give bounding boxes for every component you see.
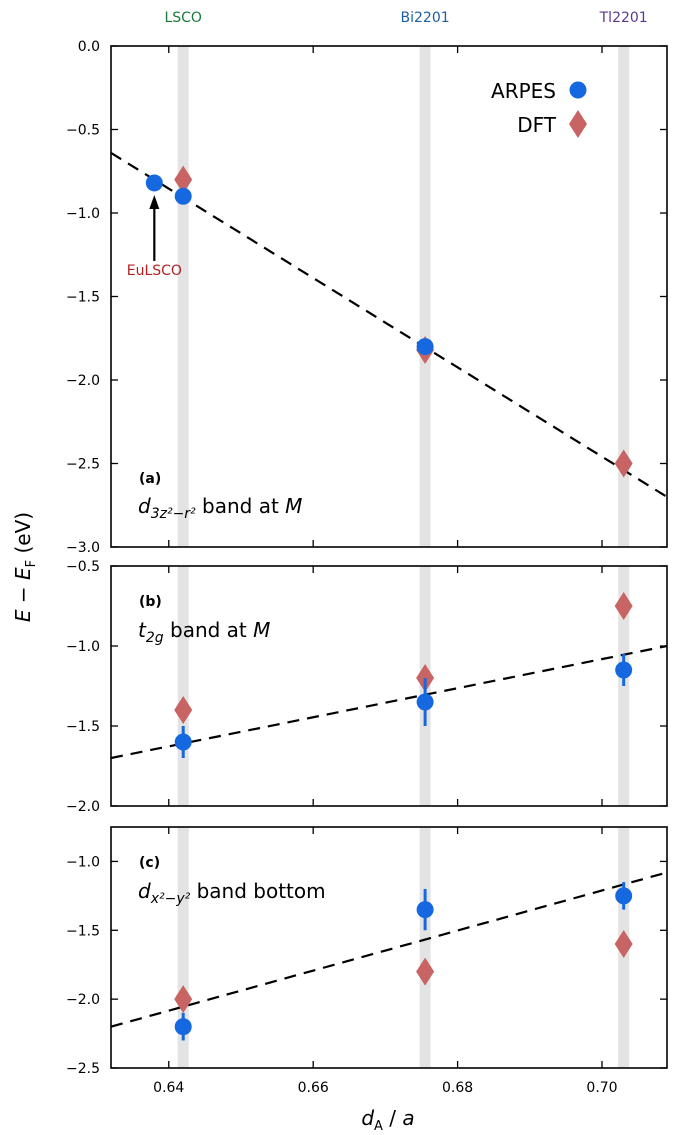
y-tick-label: −1.0	[66, 206, 100, 222]
arpes-point	[174, 733, 192, 751]
arpes-point	[615, 661, 633, 679]
panel-title: d3z²−r² band at M	[138, 494, 302, 522]
y-tick-label: −0.5	[66, 559, 100, 575]
x-tick-label: 0.68	[442, 1080, 473, 1096]
legend-label: ARPES	[491, 79, 556, 103]
panel-label: (c)	[139, 855, 160, 871]
y-tick-label: −1.5	[66, 290, 100, 306]
material-band	[177, 46, 189, 547]
y-tick-label: −2.0	[66, 373, 100, 389]
compound-label: Bi2201	[401, 10, 450, 26]
y-tick-label: −2.5	[66, 457, 100, 473]
compound-label: Tl2201	[599, 10, 648, 26]
material-band	[177, 566, 189, 806]
arpes-point	[145, 174, 163, 192]
y-tick-label: −2.0	[66, 992, 100, 1008]
arpes-point	[174, 1018, 192, 1036]
y-tick-label: −0.5	[66, 123, 100, 139]
panel-plot-area	[111, 827, 667, 1068]
arpes-point	[416, 338, 434, 356]
annotation-arrowhead	[149, 194, 160, 209]
panel-title: dx²−y² band bottom	[138, 879, 326, 907]
panel-label: (b)	[139, 594, 162, 610]
dft-point	[614, 930, 633, 959]
panel-plot-area	[111, 46, 667, 547]
panel-label: (a)	[139, 471, 161, 487]
fit-line	[111, 151, 667, 498]
dft-point	[174, 696, 193, 724]
y-tick-label: −1.0	[66, 854, 100, 870]
compound-label: LSCO	[164, 10, 201, 26]
fit-line	[111, 871, 667, 1028]
y-tick-label: −1.5	[66, 719, 100, 735]
material-band	[419, 46, 431, 547]
material-band	[618, 46, 630, 547]
panel-plot-area	[111, 566, 667, 806]
panel-a: 0.0 −0.5 −1.0 −1.5 −2.0 −2.5 −3.0 (a) d3z²−r² ba…	[66, 39, 668, 556]
plots-group: 0.0 −0.5 −1.0 −1.5 −2.0 −2.5 −3.0 (a) d3z²−r² ba…	[66, 10, 668, 1096]
y-tick-label: −2.0	[66, 799, 100, 815]
arpes-point	[615, 887, 633, 905]
annotation-text: EuLSCO	[127, 263, 182, 279]
dft-point	[614, 449, 633, 478]
panel-title: t2g band at M	[138, 618, 270, 646]
legend-label: DFT	[517, 113, 557, 137]
y-axis-label: E − EF (eV)	[11, 512, 39, 622]
fit-line	[111, 644, 667, 760]
y-tick-label: −1.5	[66, 923, 100, 939]
y-tick-label: −3.0	[66, 540, 100, 556]
x-axis-label: dA / a	[361, 1106, 414, 1131]
x-tick-label: 0.66	[298, 1080, 329, 1096]
dft-point	[174, 165, 193, 194]
arpes-point	[416, 901, 434, 919]
panel-frame	[110, 565, 668, 807]
dft-point	[614, 592, 633, 620]
material-band	[419, 827, 431, 1068]
dft-point	[416, 957, 435, 986]
legend-marker-dft	[569, 110, 587, 138]
y-tick-label: −1.0	[66, 639, 100, 655]
legend-marker-arpes	[569, 81, 587, 99]
dft-point	[174, 985, 193, 1014]
y-tick-label: 0.0	[78, 39, 100, 55]
x-tick-label: 0.70	[586, 1080, 617, 1096]
x-tick-label: 0.64	[153, 1080, 184, 1096]
arpes-point	[174, 187, 192, 205]
panel-frame	[110, 826, 668, 1069]
material-band	[177, 827, 189, 1068]
panel-c: −1.0 −1.5 −2.0 −2.5 0.64 0.66 0.68 0.70 (c) dx²−y…	[66, 826, 668, 1096]
arpes-point	[416, 693, 434, 711]
panel-b: −0.5 −1.0 −1.5 −2.0 (b) t2g band at M	[66, 559, 668, 815]
y-tick-label: −2.5	[66, 1061, 100, 1077]
